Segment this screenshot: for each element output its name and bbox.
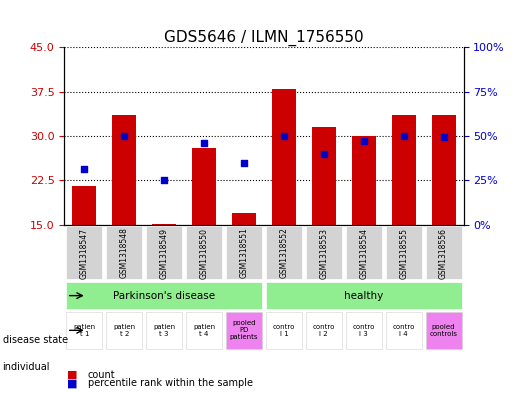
Text: GSM1318553: GSM1318553 <box>319 228 328 279</box>
Text: GSM1318552: GSM1318552 <box>280 228 288 279</box>
FancyBboxPatch shape <box>386 226 422 279</box>
FancyBboxPatch shape <box>106 226 142 279</box>
Text: pooled
controls: pooled controls <box>430 324 457 337</box>
Text: GSM1318547: GSM1318547 <box>80 228 89 279</box>
Point <box>120 133 128 139</box>
Text: patien
t 2: patien t 2 <box>113 324 135 337</box>
Text: individual: individual <box>3 362 50 373</box>
FancyBboxPatch shape <box>226 226 262 279</box>
Text: contro
l 3: contro l 3 <box>353 324 375 337</box>
FancyBboxPatch shape <box>186 226 222 279</box>
FancyBboxPatch shape <box>66 312 102 349</box>
Text: contro
l 4: contro l 4 <box>392 324 415 337</box>
Bar <box>232 213 256 225</box>
Text: GSM1318555: GSM1318555 <box>399 228 408 279</box>
Text: patien
t 4: patien t 4 <box>193 324 215 337</box>
FancyBboxPatch shape <box>146 226 182 279</box>
Text: GSM1318550: GSM1318550 <box>200 228 209 279</box>
FancyBboxPatch shape <box>306 226 342 279</box>
Point <box>320 151 328 157</box>
FancyBboxPatch shape <box>66 226 102 279</box>
FancyBboxPatch shape <box>186 312 222 349</box>
FancyBboxPatch shape <box>266 312 302 349</box>
FancyBboxPatch shape <box>66 282 262 309</box>
Bar <box>72 186 96 225</box>
Text: patien
t 1: patien t 1 <box>73 324 95 337</box>
Text: ■: ■ <box>67 378 77 388</box>
Bar <box>312 127 336 225</box>
FancyBboxPatch shape <box>146 312 182 349</box>
Text: disease state: disease state <box>3 335 67 345</box>
Text: healthy: healthy <box>344 291 383 301</box>
Point <box>439 134 448 140</box>
Point <box>400 133 408 139</box>
Bar <box>192 148 216 225</box>
Text: contro
l 1: contro l 1 <box>273 324 295 337</box>
FancyBboxPatch shape <box>346 312 382 349</box>
Point <box>240 160 248 166</box>
Text: pooled
PD
patients: pooled PD patients <box>230 320 258 340</box>
Bar <box>432 115 455 225</box>
FancyBboxPatch shape <box>425 226 461 279</box>
Text: GSM1318551: GSM1318551 <box>239 228 248 279</box>
Point <box>160 177 168 184</box>
Point <box>359 138 368 144</box>
FancyBboxPatch shape <box>266 282 461 309</box>
FancyBboxPatch shape <box>226 312 262 349</box>
FancyBboxPatch shape <box>346 226 382 279</box>
Text: patien
t 3: patien t 3 <box>153 324 175 337</box>
Point <box>280 133 288 139</box>
FancyBboxPatch shape <box>306 312 342 349</box>
FancyBboxPatch shape <box>266 226 302 279</box>
Bar <box>392 115 416 225</box>
Bar <box>112 115 136 225</box>
Bar <box>352 136 375 225</box>
Title: GDS5646 / ILMN_1756550: GDS5646 / ILMN_1756550 <box>164 29 364 46</box>
Point <box>80 165 89 172</box>
FancyBboxPatch shape <box>386 312 422 349</box>
Text: count: count <box>88 369 115 380</box>
Text: GSM1318548: GSM1318548 <box>120 228 129 279</box>
Bar <box>152 224 176 225</box>
Text: GSM1318554: GSM1318554 <box>359 228 368 279</box>
Text: ■: ■ <box>67 369 77 380</box>
Text: contro
l 2: contro l 2 <box>313 324 335 337</box>
Text: percentile rank within the sample: percentile rank within the sample <box>88 378 252 388</box>
Point <box>200 140 208 146</box>
FancyBboxPatch shape <box>106 312 142 349</box>
Text: Parkinson's disease: Parkinson's disease <box>113 291 215 301</box>
Text: GSM1318556: GSM1318556 <box>439 228 448 279</box>
FancyBboxPatch shape <box>425 312 461 349</box>
Text: GSM1318549: GSM1318549 <box>160 228 168 279</box>
Bar <box>272 88 296 225</box>
